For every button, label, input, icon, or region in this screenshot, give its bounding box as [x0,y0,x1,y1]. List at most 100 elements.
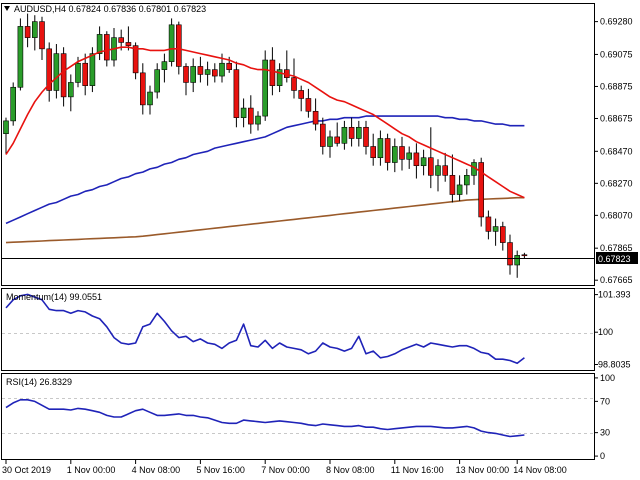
rsi-axis: 100 70 30 0 [594,373,615,461]
candle-body [17,26,24,88]
candle-body [420,157,427,167]
candle[interactable] [233,61,240,128]
candle[interactable] [499,221,506,251]
candle[interactable] [197,56,204,83]
candle[interactable] [420,149,427,176]
candle-body [46,48,53,91]
candle-body [10,86,16,122]
candle-body [341,126,348,144]
candle[interactable] [478,157,485,227]
candle[interactable] [334,122,341,147]
candle[interactable] [161,53,168,83]
candle[interactable] [24,13,31,48]
candle[interactable] [427,127,434,189]
candle[interactable] [104,31,110,67]
momentum-tick-label: 98.8035 [598,360,631,370]
candle[interactable] [463,168,470,195]
candle[interactable] [370,133,377,166]
price-tick-label: 0.68270 [600,178,633,188]
ma-mid-line [5,115,525,225]
candle-body [521,254,528,257]
candle-body [68,82,74,98]
momentum-line [5,293,525,365]
candle[interactable] [298,85,305,112]
candle[interactable] [384,133,391,171]
candle[interactable] [449,154,456,203]
candle[interactable] [53,44,60,99]
ma-fast-path [5,46,525,199]
rsi-line [5,398,525,438]
candle[interactable] [341,120,348,150]
momentum-axis: 101.393 100 98.8035 [594,290,631,370]
candle[interactable] [140,63,146,115]
main-panel-frame [1,3,595,286]
candle[interactable] [39,16,45,61]
candle[interactable] [319,117,326,155]
candle[interactable] [17,18,24,91]
price-tick-label: 0.69075 [600,49,633,59]
candle[interactable] [507,234,513,275]
candle[interactable] [492,218,499,246]
candle[interactable] [154,63,160,99]
time-tick-label: 1 Nov 00:00 [67,465,116,475]
rsi-tick-label: 70 [600,396,610,406]
candle[interactable] [291,58,297,99]
candle[interactable] [435,159,441,192]
candle-body [226,62,232,70]
candle[interactable] [377,130,384,166]
candle[interactable] [248,95,254,134]
candle[interactable] [406,146,413,169]
candle[interactable] [262,50,269,121]
candle[interactable] [355,120,362,147]
candle[interactable] [276,63,283,93]
candle[interactable] [96,26,103,61]
candle[interactable] [183,63,189,96]
candle[interactable] [442,152,449,182]
candle[interactable] [255,111,261,131]
candle[interactable] [363,120,369,155]
candle[interactable] [60,47,67,107]
candle[interactable] [68,74,74,112]
candle[interactable] [82,53,88,96]
candle[interactable] [485,210,492,240]
candle[interactable] [312,98,319,131]
candle[interactable] [3,117,9,155]
candles[interactable] [3,13,528,278]
candle-body [485,216,492,232]
candle[interactable] [190,58,196,93]
candle[interactable] [514,250,521,278]
candle[interactable] [521,252,528,259]
candle-body [449,175,456,195]
candle[interactable] [348,117,355,147]
candle-body [147,91,153,106]
candle[interactable] [212,63,218,83]
candle[interactable] [456,175,463,201]
candle-body [60,53,67,98]
rsi-tick-label: 100 [600,373,615,383]
collapse-triangle-icon[interactable] [4,6,10,11]
rsi-title: RSI(14) 26.8329 [6,377,73,387]
candle-body [507,242,513,266]
candle-body [233,69,240,118]
candle[interactable] [413,143,420,179]
candle[interactable] [204,61,211,86]
candle-body [176,24,182,67]
candle[interactable] [31,15,38,51]
candle-body [291,77,297,91]
candle[interactable] [391,138,398,173]
candle[interactable] [10,82,16,126]
candle-body [514,255,521,266]
candle-body [463,175,470,186]
candle[interactable] [240,98,247,128]
candle[interactable] [399,136,405,171]
candle[interactable] [305,88,312,118]
candle[interactable] [147,85,153,115]
candle[interactable] [46,42,53,102]
candle[interactable] [168,18,175,67]
candle-body [399,146,405,160]
candle[interactable] [327,130,333,158]
candle-body [197,66,204,75]
current-price-tag [596,252,638,264]
candle-body [456,184,463,195]
